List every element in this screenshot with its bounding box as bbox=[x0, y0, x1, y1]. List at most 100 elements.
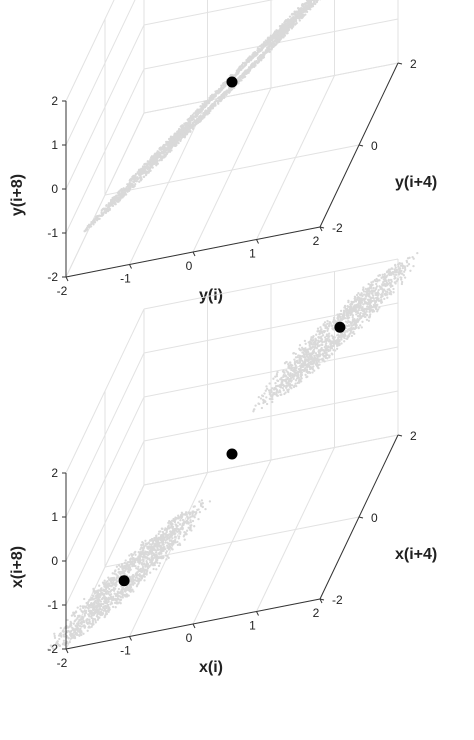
attractor-point bbox=[339, 315, 342, 319]
attractor-point bbox=[111, 605, 115, 609]
y-ticks: -202 bbox=[319, 57, 417, 235]
attractor-point bbox=[389, 290, 393, 293]
attractor-point bbox=[184, 520, 187, 524]
attractor-point bbox=[182, 523, 185, 527]
attractor-point bbox=[176, 540, 179, 544]
attractor-point bbox=[301, 359, 304, 362]
attractor-point bbox=[173, 527, 177, 531]
attractor-point bbox=[243, 64, 247, 67]
attractor-point bbox=[274, 40, 278, 43]
attractor-point bbox=[312, 335, 315, 338]
attractor-point bbox=[164, 147, 167, 151]
x-tick-label: 2 bbox=[313, 234, 320, 248]
attractor-point bbox=[103, 615, 106, 619]
attractor-point bbox=[340, 342, 343, 345]
attractor-point bbox=[330, 324, 334, 328]
attractor-point bbox=[119, 595, 123, 599]
attractor-point bbox=[336, 315, 340, 319]
attractor-point bbox=[351, 320, 354, 323]
attractor-point bbox=[188, 122, 192, 125]
attractor-point bbox=[314, 2, 317, 6]
attractor-point bbox=[117, 564, 121, 567]
attractor-point bbox=[262, 51, 265, 54]
attractor-point bbox=[346, 324, 349, 328]
attractor-point bbox=[175, 141, 178, 145]
attractor-point bbox=[181, 135, 184, 138]
attractor-point bbox=[165, 544, 169, 547]
attractor-point bbox=[288, 25, 292, 29]
attractor-point bbox=[92, 623, 95, 626]
attractor-point bbox=[256, 56, 260, 59]
attractor-point bbox=[284, 391, 287, 394]
attractor-point bbox=[270, 48, 273, 51]
attractor-point bbox=[341, 314, 345, 317]
attractor-point bbox=[179, 139, 182, 143]
attractor-point bbox=[372, 289, 375, 293]
attractor-point bbox=[168, 539, 171, 542]
attractor-point bbox=[110, 202, 114, 205]
attractor-point bbox=[299, 364, 302, 367]
attractor-point bbox=[203, 112, 206, 115]
attractor-point bbox=[344, 329, 348, 333]
attractor-point bbox=[296, 381, 299, 385]
attractor-point bbox=[261, 46, 265, 49]
attractor-point bbox=[384, 290, 387, 293]
grid-line bbox=[143, 62, 399, 114]
attractor-point bbox=[89, 222, 93, 226]
attractor-point bbox=[195, 112, 198, 115]
attractor-point bbox=[164, 532, 167, 535]
attractor-point bbox=[329, 321, 332, 324]
attractor-point bbox=[246, 70, 249, 73]
attractor-point bbox=[271, 400, 274, 404]
attractor-point bbox=[106, 209, 110, 213]
attractor-point bbox=[103, 579, 106, 582]
attractor-point bbox=[209, 94, 212, 98]
attractor-point bbox=[160, 158, 163, 161]
attractor-point bbox=[275, 373, 279, 376]
attractor-point bbox=[382, 281, 385, 284]
attractor-point bbox=[77, 620, 80, 623]
attractor-point bbox=[293, 358, 296, 361]
attractor-point bbox=[264, 49, 268, 52]
attractor-point bbox=[98, 584, 101, 587]
attractor-point bbox=[179, 125, 183, 128]
attractor-point bbox=[270, 42, 273, 45]
attractor-point bbox=[308, 7, 311, 11]
attractor-point bbox=[174, 541, 177, 544]
attractor-point bbox=[381, 290, 385, 293]
attractor-point bbox=[143, 163, 146, 166]
attractor-point bbox=[295, 384, 298, 388]
attractor-point bbox=[285, 24, 288, 28]
attractor-point bbox=[174, 523, 177, 526]
attractor-point bbox=[400, 276, 403, 279]
attractor-point bbox=[380, 286, 383, 289]
attractor-point bbox=[392, 291, 395, 294]
attractor-point bbox=[278, 389, 281, 392]
attractor-point bbox=[347, 316, 351, 319]
attractor-point bbox=[107, 600, 110, 603]
attractor-point bbox=[197, 517, 200, 521]
attractor-point bbox=[293, 360, 297, 364]
attractor-point bbox=[249, 56, 252, 60]
attractor-point bbox=[132, 185, 135, 189]
attractor-point bbox=[300, 7, 304, 10]
attractor-point bbox=[375, 285, 379, 288]
attractor-point bbox=[74, 610, 78, 613]
attractor-point bbox=[184, 128, 188, 131]
attractor-point bbox=[216, 99, 219, 102]
attractor-point bbox=[146, 567, 150, 570]
attractor-point bbox=[298, 19, 301, 22]
attractor-point bbox=[325, 342, 328, 345]
attractor-point bbox=[223, 81, 227, 84]
attractor-point bbox=[186, 131, 189, 134]
attractor-point bbox=[133, 180, 136, 183]
attractor-point bbox=[243, 75, 246, 78]
attractor-point bbox=[317, 335, 320, 339]
attractor-point bbox=[219, 97, 222, 100]
attractor-point bbox=[107, 592, 110, 595]
attractor-point bbox=[225, 89, 229, 92]
attractor-point bbox=[182, 534, 186, 537]
attractor-point bbox=[332, 318, 336, 322]
attractor-point bbox=[322, 330, 325, 333]
attractor-point bbox=[394, 273, 398, 276]
